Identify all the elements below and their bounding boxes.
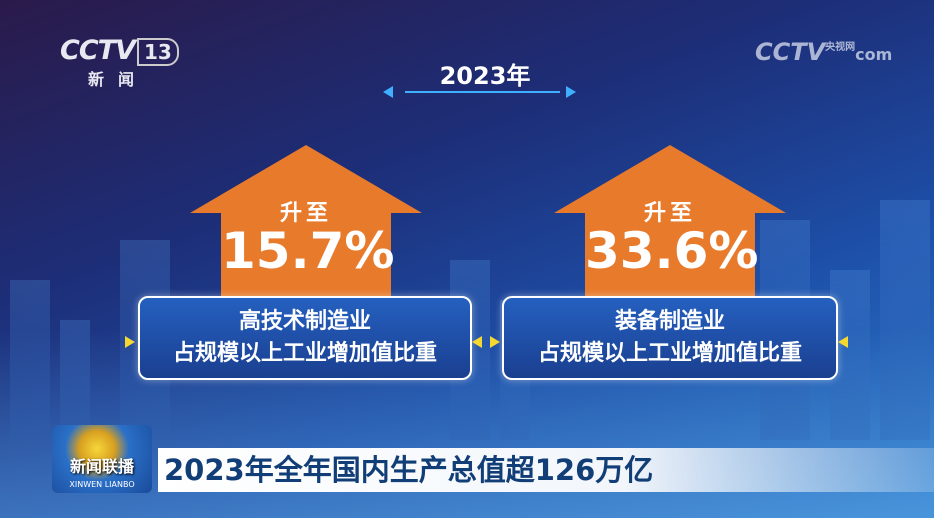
stat-value: 15.7% (221, 222, 395, 280)
logo-name: 新闻 (88, 70, 149, 89)
channel-logo: CCTV 13 新闻 (60, 35, 179, 90)
rise-label: 升至 (279, 201, 332, 226)
label-box-1: 高技术制造业 占规模以上工业增加值比重 (138, 296, 472, 380)
logo-number: 13 (136, 38, 179, 66)
house-card-2: 升至 33.6% (554, 145, 786, 303)
program-pinyin: XINWEN LIANBO (69, 480, 135, 489)
house-roof (190, 145, 422, 213)
house-roof (554, 145, 786, 213)
watermark-brand: CCTV (755, 38, 826, 66)
headline-text: 2023年全年国内生产总值超126万亿 (164, 453, 654, 487)
label-line2: 占规模以上工业增加值比重 (172, 341, 437, 366)
right-arrow-icon (566, 86, 576, 98)
logo-brand: CCTV (60, 35, 136, 66)
pointer-icon (838, 336, 848, 348)
label-line1: 高技术制造业 (238, 309, 371, 334)
program-logo: 新闻联播 XINWEN LIANBO (52, 425, 152, 493)
year-title: 2023年 (439, 62, 531, 90)
watermark: CCTV央视网com (755, 38, 892, 66)
label-box-2: 装备制造业 占规模以上工业增加值比重 (502, 296, 838, 380)
pointer-icon (490, 336, 500, 348)
year-underline (405, 91, 560, 93)
watermark-cn: 央视网 (825, 42, 856, 53)
house-card-1: 升至 15.7% (190, 145, 422, 303)
label-line2: 占规模以上工业增加值比重 (537, 341, 802, 366)
headline-bar: 2023年全年国内生产总值超126万亿 (158, 448, 934, 492)
program-name: 新闻联播 (69, 457, 134, 476)
pointer-icon (472, 336, 482, 348)
left-arrow-icon (383, 86, 393, 98)
stat-value: 33.6% (585, 222, 759, 280)
label-line1: 装备制造业 (614, 309, 725, 334)
pointer-icon (125, 336, 135, 348)
watermark-site: com (855, 45, 893, 64)
rise-label: 升至 (643, 201, 696, 226)
